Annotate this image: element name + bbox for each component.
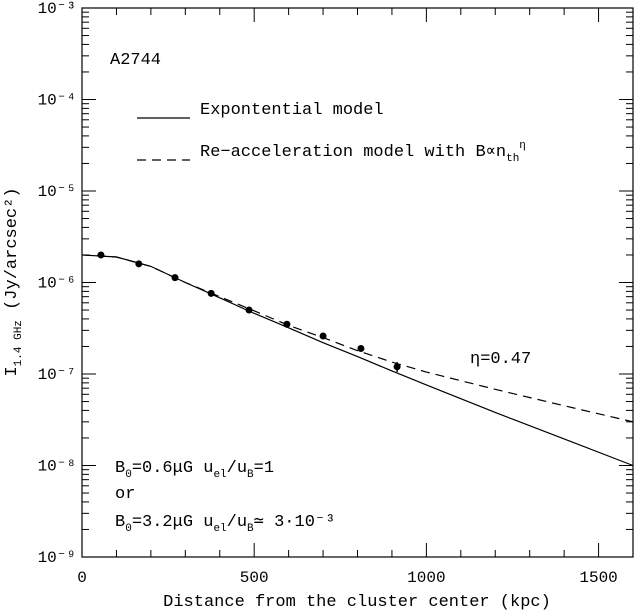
text-segment: B <box>247 469 254 481</box>
x-tick-label: 500 <box>240 569 269 587</box>
x-tick-label: 0 <box>77 569 87 587</box>
text-segment: 0 <box>125 469 132 481</box>
y-tick-label: 10⁻⁹ <box>38 549 76 567</box>
text-segment: η=0.47 <box>470 350 531 369</box>
annotation: A2744 <box>110 51 161 70</box>
text-segment: 1.4 GHz <box>13 320 25 366</box>
y-tick-label: 10⁻⁴ <box>38 92 76 110</box>
data-point <box>171 274 179 282</box>
text-segment: B <box>115 513 125 532</box>
text-segment: el <box>213 469 226 481</box>
y-tick-label: 10⁻⁸ <box>38 458 76 476</box>
text-segment: B <box>115 459 125 478</box>
text-segment: =3.2μG u <box>132 513 214 532</box>
text-segment: or <box>115 485 135 504</box>
data-point <box>245 306 253 314</box>
text-segment: η <box>519 140 526 152</box>
text-segment: Re−acceleration model with B∝n <box>200 143 506 162</box>
annotation: B0=3.2μG uel/uB≃ 3·10⁻³ <box>115 513 335 535</box>
y-tick-label: 10⁻⁵ <box>38 183 76 201</box>
data-point <box>357 344 365 352</box>
text-segment: ≃ 3·10⁻³ <box>254 513 336 532</box>
annotation: or <box>115 485 135 504</box>
model-line <box>81 254 634 423</box>
y-tick-label: 10⁻⁷ <box>38 366 76 384</box>
text-segment: Expontential model <box>200 101 384 120</box>
legend-label: Expontential model <box>200 101 384 120</box>
data-point <box>97 251 105 259</box>
text-segment: /u <box>227 459 247 478</box>
text-segment: =0.6μG u <box>132 459 214 478</box>
text-segment: B <box>247 523 254 535</box>
text-segment: A2744 <box>110 51 161 70</box>
text-segment: =1 <box>254 459 274 478</box>
data-point <box>135 260 143 268</box>
x-tick-label: 1000 <box>407 569 445 587</box>
text-segment: I <box>3 366 22 376</box>
x-axis-label: Distance from the cluster center (kpc) <box>163 593 551 612</box>
text-segment: (Jy/arcsec²) <box>3 187 22 320</box>
text-segment: 0 <box>125 523 132 535</box>
annotation: η=0.47 <box>470 350 531 369</box>
x-tick-label: 1500 <box>579 569 617 587</box>
y-tick-label: 10⁻³ <box>38 0 76 18</box>
legend-label: Re−acceleration model with B∝nthη <box>200 140 526 165</box>
text-segment: /u <box>227 513 247 532</box>
data-point <box>319 332 327 340</box>
y-axis-label: I1.4 GHz (Jy/arcsec²) <box>3 187 25 376</box>
data-point <box>207 289 215 297</box>
y-tick-label: 10⁻⁶ <box>38 275 76 293</box>
text-segment: th <box>506 153 519 165</box>
text-segment: el <box>213 523 226 535</box>
data-point <box>393 363 401 371</box>
model-line <box>81 254 634 467</box>
annotation: B0=0.6μG uel/uB=1 <box>115 459 274 481</box>
data-point <box>283 320 291 328</box>
